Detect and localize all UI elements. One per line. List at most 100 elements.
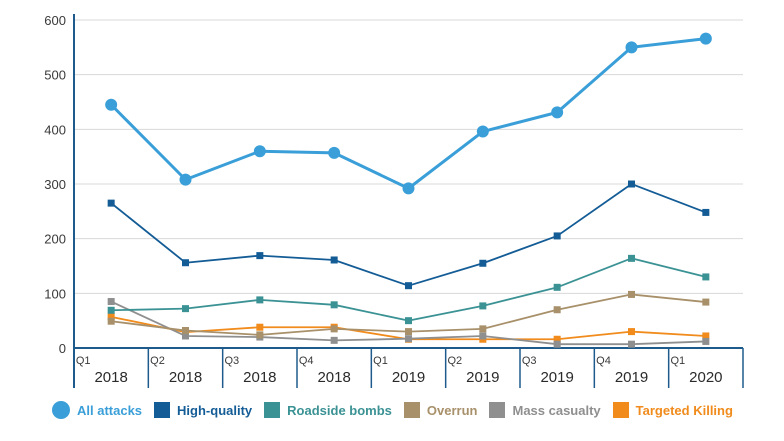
data-point — [628, 180, 635, 188]
data-point — [553, 306, 561, 314]
data-point — [405, 335, 412, 343]
legend-item: High-quality — [154, 402, 252, 418]
series-roadside-bombs — [107, 254, 710, 325]
data-point — [105, 98, 118, 111]
legend-item: Mass casualty — [489, 402, 601, 418]
data-point — [330, 325, 338, 333]
data-point — [182, 259, 189, 267]
x-tick-year: 2019 — [466, 369, 499, 386]
y-tick-label: 200 — [44, 232, 66, 247]
x-tick-year: 2020 — [689, 369, 722, 386]
x-tick-quarter: Q3 — [224, 355, 239, 367]
legend-swatch — [264, 402, 281, 418]
y-tick-label: 0 — [59, 341, 66, 356]
data-point — [107, 306, 115, 314]
y-tick-labels: 0 100 200 300 400 500 600 — [44, 13, 66, 356]
data-point — [702, 208, 710, 216]
x-tick-quarter: Q4 — [299, 355, 314, 367]
data-point — [479, 325, 487, 333]
y-tick-label: 400 — [44, 122, 66, 137]
data-point — [107, 199, 115, 207]
legend-label: All attacks — [77, 402, 143, 418]
legend: All attacks High-quality Roadside bombs Ove… — [52, 398, 745, 422]
legend-item: Targeted Killing — [612, 402, 733, 418]
data-point — [179, 173, 192, 186]
data-point — [551, 106, 564, 119]
legend-label: Mass casualty — [512, 402, 601, 418]
data-point — [405, 282, 412, 290]
data-point — [628, 328, 635, 336]
y-tick-label: 600 — [44, 13, 66, 28]
series-line — [110, 183, 707, 287]
x-tick-quarter: Q1 — [76, 355, 91, 367]
data-point — [553, 340, 561, 348]
data-point — [256, 252, 264, 260]
data-point — [107, 317, 115, 325]
data-point — [479, 302, 487, 310]
gridlines — [74, 19, 743, 294]
data-point — [182, 327, 189, 335]
data-point — [553, 335, 561, 343]
data-point — [256, 331, 264, 339]
data-point — [405, 328, 412, 336]
x-tick-year: 2018 — [317, 369, 350, 386]
data-point — [256, 296, 264, 304]
x-tick-year: 2018 — [169, 369, 202, 386]
data-point — [479, 259, 487, 267]
x-tick-quarter: Q2 — [150, 355, 165, 367]
legend-swatch — [489, 402, 506, 418]
data-point — [628, 340, 635, 348]
legend-label: Targeted Killing — [635, 402, 733, 418]
data-point — [702, 298, 710, 306]
x-tick-year: 2019 — [392, 369, 425, 386]
data-point — [182, 305, 189, 313]
x-tick-year: 2019 — [540, 369, 573, 386]
data-point — [628, 290, 635, 298]
data-point — [107, 313, 115, 321]
legend-swatch — [403, 402, 420, 418]
y-tick-label: 300 — [44, 177, 66, 192]
data-point — [107, 298, 115, 306]
data-point — [628, 254, 635, 262]
series-all-attacks — [105, 32, 712, 195]
y-tick-label: 100 — [44, 286, 66, 301]
data-point — [253, 145, 266, 158]
data-point — [182, 332, 189, 340]
data-point — [699, 32, 712, 45]
x-tick-year: 2019 — [615, 369, 648, 386]
data-point — [702, 273, 710, 281]
series-lines — [105, 32, 712, 348]
x-tick-quarter: Q2 — [447, 355, 462, 367]
series-high-quality — [107, 180, 710, 290]
data-point — [330, 256, 338, 264]
data-point — [625, 41, 638, 54]
data-point — [479, 332, 487, 340]
legend-item: Overrun — [403, 402, 478, 418]
x-tick-quarter: Q3 — [522, 355, 537, 367]
legend-swatch — [154, 402, 171, 418]
legend-label: Roadside bombs — [287, 402, 392, 418]
x-tick-year: 2018 — [243, 369, 276, 386]
data-point — [330, 301, 338, 309]
data-point — [553, 283, 561, 291]
data-point — [330, 336, 338, 344]
data-point — [702, 332, 710, 340]
series-line — [111, 257, 707, 322]
x-tick-quarter: Q1 — [373, 355, 388, 367]
data-point — [702, 337, 710, 345]
legend-item: All attacks — [52, 401, 142, 419]
data-point — [256, 323, 264, 331]
series-overrun — [107, 290, 710, 339]
legend-label: Overrun — [426, 402, 478, 418]
x-tick-quarter: Q1 — [670, 355, 685, 367]
data-point — [476, 125, 489, 138]
series-line — [110, 37, 707, 190]
legend-label: High-quality — [177, 402, 253, 418]
x-tick-quarter: Q4 — [596, 355, 611, 367]
data-point — [328, 146, 341, 159]
x-tick-year: 2018 — [94, 369, 127, 386]
x-tick-labels: Q12018Q22018Q32018Q42018Q12019Q22019Q320… — [76, 355, 723, 386]
legend-item: Roadside bombs — [264, 402, 392, 418]
